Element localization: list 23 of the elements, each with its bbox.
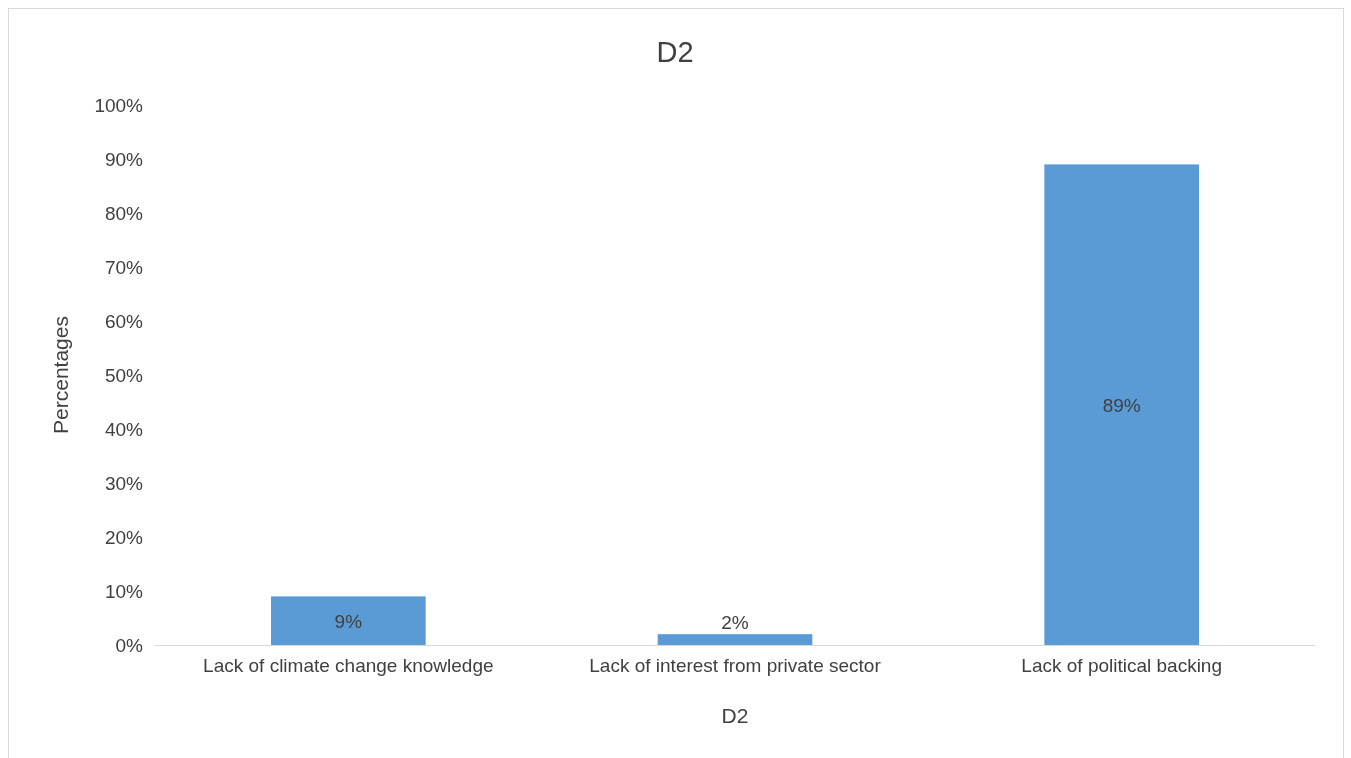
data-label: 2% (721, 612, 749, 634)
bar (1044, 164, 1199, 645)
y-tick-label: 80% (104, 202, 144, 224)
y-tick-label: 60% (104, 310, 144, 332)
y-tick-label: 20% (104, 526, 144, 548)
y-tick-label: 10% (104, 580, 144, 602)
chart-title: D2 (656, 36, 694, 68)
bar (271, 596, 426, 645)
x-axis-title: D2 (721, 704, 749, 727)
y-tick-label: 90% (104, 148, 144, 170)
y-tick-label: 30% (104, 472, 144, 494)
x-tick-label: Lack of interest from private sector (589, 655, 882, 677)
x-tick-label: Lack of climate change knowledge (203, 655, 494, 677)
data-label: 89% (1102, 394, 1141, 416)
y-tick-label: 100% (94, 94, 144, 116)
data-label: 9% (334, 610, 363, 632)
y-tick-label: 40% (104, 418, 144, 440)
y-axis-title: Percentages (49, 316, 72, 434)
y-tick-label: 70% (104, 256, 144, 278)
y-tick-label: 50% (104, 364, 144, 386)
bar (657, 634, 813, 645)
x-tick-label: Lack of political backing (1021, 655, 1222, 677)
y-tick-label: 0% (115, 634, 144, 656)
